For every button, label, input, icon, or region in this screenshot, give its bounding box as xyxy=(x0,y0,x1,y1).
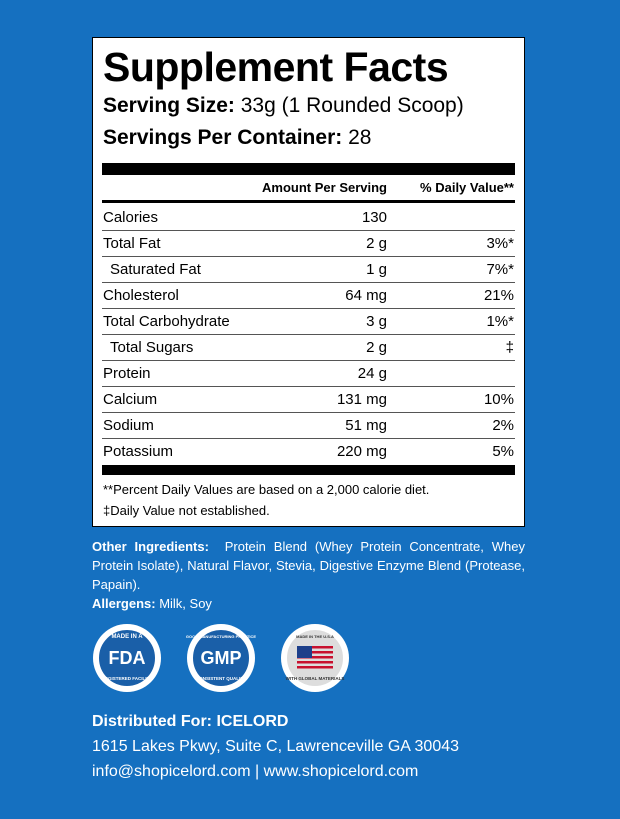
nutrient-daily-value: 5% xyxy=(492,443,514,460)
serving-size-label: Serving Size: xyxy=(103,94,235,117)
nutrient-name: Total Sugars xyxy=(110,339,194,356)
flag-canton xyxy=(297,646,312,658)
supplement-panel: Supplement Facts Serving Size: 33g (1 Ro… xyxy=(92,37,525,527)
nutrient-name: Sodium xyxy=(103,417,154,434)
nutrient-amount: 2 g xyxy=(366,235,387,252)
badges: MADE IN A FDA REGISTERED FACILITY GOOD MANU… xyxy=(93,624,349,692)
flag-stripe xyxy=(297,651,333,654)
nutrient-name: Potassium xyxy=(103,443,174,460)
flag-stripe xyxy=(297,656,333,659)
allergens-label: Allergens: xyxy=(92,596,156,611)
serving-size-value: 33g (1 Rounded Scoop) xyxy=(240,94,464,117)
badge-inner xyxy=(191,628,251,688)
nutrient-name: Total Carbohydrate xyxy=(103,313,230,330)
badge-bottom: REGISTERED FACILITY xyxy=(102,676,153,681)
flag-stripe xyxy=(297,666,333,669)
allergens: Allergens: Milk, Soy xyxy=(92,594,525,613)
nutrient-daily-value: ‡ xyxy=(505,339,514,356)
nutrient-row: Sodium 51 mg 2% xyxy=(102,412,515,439)
other-ingredients-text: Protein Blend (Whey Protein Concentrate,… xyxy=(92,539,525,592)
distributor-address: 1615 Lakes Pkwy, Suite C, Lawrenceville … xyxy=(92,738,460,755)
nutrient-row: Protein 24 g xyxy=(102,360,515,387)
nutrient-row: Total Sugars 2 g ‡ xyxy=(102,334,515,361)
badge: MADE IN A FDA REGISTERED FACILITY xyxy=(93,624,161,692)
servings-per-container: Servings Per Container: 28 xyxy=(103,126,371,150)
footnote: **Percent Daily Values are based on a 2,… xyxy=(103,482,430,497)
nutrient-amount: 3 g xyxy=(366,313,387,330)
badge-bottom: WITH GLOBAL MATERIALS xyxy=(286,676,345,681)
distributor: Distributed For: ICELORD 1615 Lakes Pkwy… xyxy=(92,709,459,784)
daily-value-header: % Daily Value** xyxy=(420,180,514,195)
nutrient-row: Saturated Fat 1 g 7%* xyxy=(102,256,515,283)
nutrient-amount: 130 xyxy=(361,209,387,226)
badge-main: GMP xyxy=(200,648,241,668)
servings-label: Servings Per Container: xyxy=(103,126,343,149)
badge: MADE IN THE U.S.A WITH GLOBAL MATERIALS xyxy=(281,624,349,692)
nutrient-row: Calcium 131 mg 10% xyxy=(102,386,515,413)
flag-stripe xyxy=(297,661,333,664)
badge-top: MADE IN A xyxy=(111,634,143,640)
nutrient-daily-value: 10% xyxy=(483,391,514,408)
nutrient-daily-value: 2% xyxy=(492,417,514,434)
header-rule xyxy=(102,200,515,203)
other-ingredients-label: Other Ingredients: xyxy=(92,539,209,554)
nutrient-name: Protein xyxy=(103,365,151,382)
nutrient-amount: 51 mg xyxy=(345,417,387,434)
badge-top: GOOD MANUFACTURING PRACTICE xyxy=(186,634,257,639)
ingredients: Other Ingredients: Protein Blend (Whey P… xyxy=(92,537,525,613)
thick-rule xyxy=(102,163,515,175)
nutrient-amount: 2 g xyxy=(366,339,387,356)
nutrient-daily-value: 7%* xyxy=(486,261,514,278)
nutrient-amount: 131 mg xyxy=(336,391,387,408)
nutrient-row: Calories 130 xyxy=(102,204,515,231)
nutrient-row: Total Fat 2 g 3%* xyxy=(102,230,515,257)
badge-bottom: CONSISTENT QUALITY xyxy=(196,676,246,681)
amount-header: Amount Per Serving xyxy=(262,180,387,195)
serving-size: Serving Size: 33g (1 Rounded Scoop) xyxy=(103,94,464,118)
nutrient-name: Calories xyxy=(103,209,159,226)
nutrient-row: Cholesterol 64 mg 21% xyxy=(102,282,515,309)
badge-top: MADE IN THE U.S.A xyxy=(296,634,334,639)
nutrient-name: Calcium xyxy=(103,391,158,408)
thick-rule xyxy=(102,465,515,475)
badge-main: FDA xyxy=(109,648,146,668)
nutrient-name: Saturated Fat xyxy=(110,261,201,278)
flag-stripe xyxy=(297,646,333,649)
allergens-text: Milk, Soy xyxy=(159,596,212,611)
footnote: ‡Daily Value not established. xyxy=(103,503,270,518)
nutrient-row: Potassium 220 mg 5% xyxy=(102,438,515,464)
badge-inner xyxy=(97,628,157,688)
other-ingredients: Other Ingredients: Protein Blend (Whey P… xyxy=(92,537,525,594)
nutrient-amount: 64 mg xyxy=(345,287,387,304)
nutrient-daily-value: 21% xyxy=(483,287,514,304)
nutrient-daily-value: 1%* xyxy=(486,313,514,330)
nutrient-row: Total Carbohydrate 3 g 1%* xyxy=(102,308,515,335)
panel-title: Supplement Facts xyxy=(103,44,449,90)
badge: GOOD MANUFACTURING PRACTICE GMP CONSISTENT… xyxy=(186,624,257,692)
servings-value: 28 xyxy=(348,126,372,149)
nutrient-name: Total Fat xyxy=(103,235,161,252)
distributor-contact: info@shopicelord.com | www.shopicelord.c… xyxy=(92,763,419,780)
nutrient-daily-value: 3%* xyxy=(486,235,514,252)
nutrient-amount: 24 g xyxy=(357,365,387,382)
nutrient-amount: 220 mg xyxy=(336,443,387,460)
distributor-heading: Distributed For: ICELORD xyxy=(92,713,289,730)
nutrient-amount: 1 g xyxy=(366,261,387,278)
nutrient-name: Cholesterol xyxy=(103,287,179,304)
